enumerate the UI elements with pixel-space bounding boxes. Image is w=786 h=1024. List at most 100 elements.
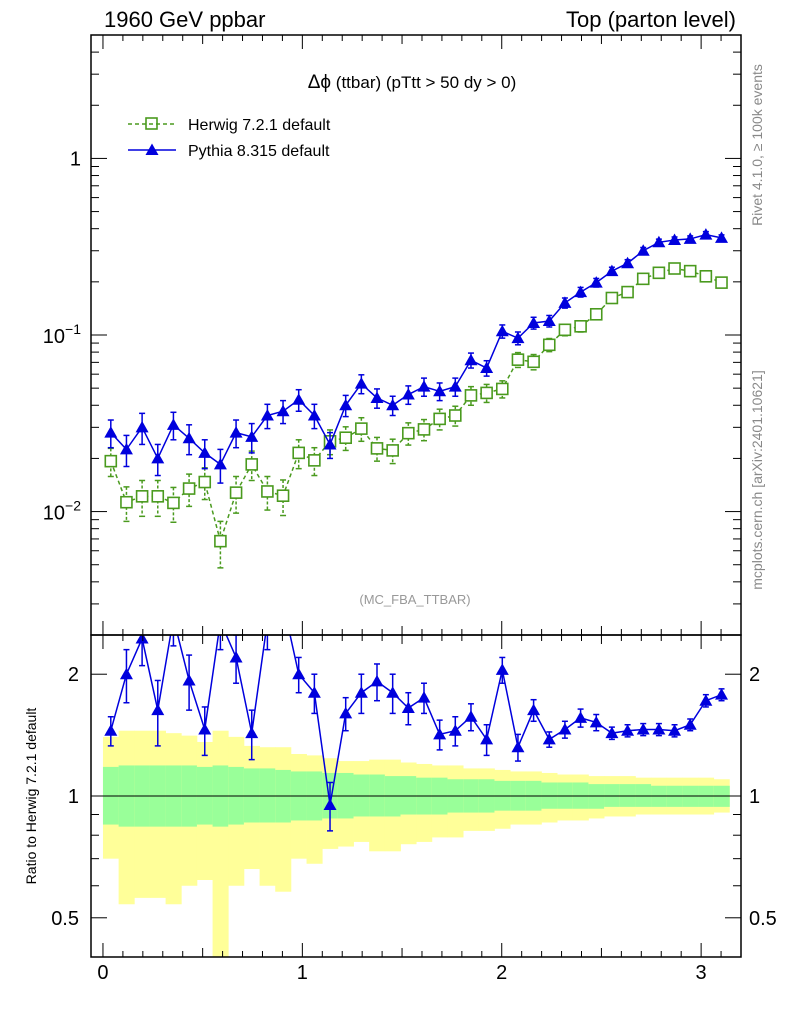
ratio-point [480, 732, 494, 745]
herwig-point [621, 285, 634, 299]
main-y-tick-label: 10−2 [43, 498, 81, 525]
pythia-point [229, 426, 243, 438]
ratio-point [229, 650, 243, 663]
pythia-point [354, 377, 368, 389]
ratio-point [542, 732, 556, 745]
herwig-point [589, 307, 603, 321]
pythia-point [276, 404, 290, 417]
ratio-point [511, 740, 525, 753]
pythia-point [464, 353, 478, 366]
herwig-point [480, 386, 493, 400]
herwig-line [110, 267, 722, 544]
ratio-point [589, 715, 603, 728]
pythia-point [621, 256, 635, 269]
ratio-point [198, 723, 212, 735]
pythia-point [558, 296, 572, 308]
header-left: 1960 GeV ppbar [104, 7, 265, 32]
herwig-point [636, 272, 650, 286]
herwig-point [386, 444, 399, 457]
main-y-tick-label: 10−1 [43, 321, 81, 348]
herwig-point [699, 269, 713, 283]
ratio-y-tick-label-left: 1 [68, 786, 79, 808]
herwig-point [668, 262, 681, 275]
ratio-point [151, 703, 165, 716]
ratio-point [558, 723, 572, 735]
legend-pythia-label: Pythia 8.315 default [188, 143, 330, 160]
pythia-point [715, 231, 729, 243]
pythia-point [386, 398, 400, 411]
legend-herwig-marker [145, 117, 158, 130]
pythia-point [574, 285, 588, 298]
ratio-point [605, 726, 619, 739]
ratio-point [354, 686, 368, 698]
pythia-point [307, 409, 321, 421]
herwig-point [182, 482, 196, 495]
ratio-point [277, 596, 290, 608]
herwig-point [339, 431, 352, 445]
ratio-point [621, 724, 635, 736]
ratio-point [527, 703, 541, 716]
pythia-series [104, 228, 729, 484]
header-right: Top (parton level) [566, 7, 736, 32]
ratio-y-tick-label-right: 0.5 [749, 908, 777, 930]
ratio-point [652, 723, 666, 735]
x-tick-label: 3 [696, 962, 707, 984]
x-tick-label: 2 [496, 962, 507, 984]
ratio-point [339, 706, 353, 719]
ratio-point [104, 724, 118, 736]
ratio-point [464, 710, 478, 722]
ratio-point [245, 726, 259, 739]
plot-title-symbol: Δϕ [308, 72, 331, 93]
herwig-point [715, 276, 728, 289]
herwig-point [402, 426, 415, 440]
ratio-point [699, 694, 713, 706]
herwig-point [229, 486, 243, 499]
herwig-point [135, 490, 149, 503]
ratio-y-tick-label-right: 1 [749, 786, 760, 808]
ratio-point [119, 667, 133, 680]
axes [90, 34, 742, 958]
herwig-point [151, 490, 165, 503]
pythia-point [542, 314, 556, 327]
ratio-point [448, 724, 462, 736]
ratio-clip-group [104, 596, 729, 832]
ratio-point [433, 727, 447, 740]
herwig-point [605, 291, 619, 305]
band-inner-bin [619, 784, 636, 807]
ratio-point [386, 686, 400, 698]
ratio-point [668, 724, 682, 736]
pythia-point [589, 276, 603, 288]
herwig-point [167, 496, 180, 510]
herwig-point [448, 409, 462, 422]
ratio-point [261, 615, 274, 627]
pythia-point [527, 316, 541, 328]
pythia-point [636, 244, 650, 256]
band-inner-bin [635, 784, 652, 807]
ratio-series [104, 596, 729, 832]
herwig-point [433, 412, 446, 426]
ratio-point [135, 635, 149, 644]
herwig-point [261, 485, 274, 498]
band-inner-bin [259, 768, 276, 823]
ratio-point [636, 723, 650, 735]
herwig-point [245, 458, 259, 471]
pythia-point [182, 431, 196, 444]
ratio-point [323, 798, 337, 811]
ratio-bands [102, 730, 730, 957]
band-outer-bin [212, 730, 229, 957]
pythia-line [110, 233, 722, 466]
herwig-series [104, 262, 728, 569]
ratio-point [495, 663, 509, 675]
ratio-y-tick-label-left: 2 [68, 664, 79, 686]
ratio-y-tick-label-left: 0.5 [51, 908, 79, 930]
ratio-point [715, 688, 729, 700]
herwig-point [370, 442, 384, 455]
pythia-point [433, 384, 447, 397]
herwig-point [417, 423, 431, 436]
herwig-point [198, 475, 212, 489]
plot-title: Δϕ (ttbar) (pTtt > 50 dy > 0) [308, 72, 517, 93]
herwig-point [214, 534, 227, 548]
plot-title-rest: (ttbar) (pTtt > 50 dy > 0) [331, 73, 516, 92]
pythia-point [166, 418, 180, 430]
pythia-point [339, 398, 353, 411]
